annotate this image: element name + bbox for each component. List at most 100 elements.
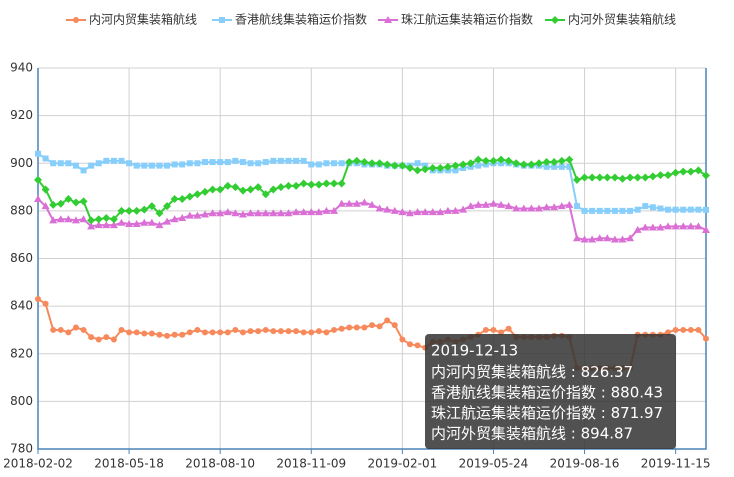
legend-marker xyxy=(219,17,225,23)
y-tick-label: 920 xyxy=(10,108,33,122)
x-tick-label: 2018-05-18 xyxy=(94,457,164,471)
data-point xyxy=(41,202,50,210)
data-point xyxy=(353,324,360,331)
data-point xyxy=(346,324,353,331)
tooltip-sep: : xyxy=(596,404,611,422)
data-point xyxy=(687,206,694,213)
data-point xyxy=(550,158,559,167)
legend-item[interactable]: 内河内贸集装箱航线 xyxy=(66,12,197,27)
data-point xyxy=(322,206,331,214)
data-point xyxy=(224,159,231,166)
data-point xyxy=(627,207,634,214)
data-point xyxy=(209,329,216,336)
data-point xyxy=(421,208,430,216)
data-point xyxy=(428,164,437,173)
y-tick-label: 860 xyxy=(10,251,33,265)
data-point xyxy=(132,219,141,227)
data-point xyxy=(634,206,641,213)
data-point xyxy=(498,329,505,336)
data-point xyxy=(208,185,217,194)
data-point xyxy=(147,218,156,226)
data-point xyxy=(193,211,202,219)
data-point xyxy=(156,162,163,169)
data-point xyxy=(443,206,452,214)
data-point xyxy=(618,235,627,243)
data-point xyxy=(132,206,141,215)
data-point xyxy=(261,190,270,199)
data-point xyxy=(292,181,301,190)
data-point xyxy=(95,160,102,167)
data-point xyxy=(406,341,413,348)
data-point xyxy=(201,187,209,196)
data-point xyxy=(178,194,187,203)
data-point xyxy=(466,159,475,168)
data-point xyxy=(504,156,513,165)
data-point xyxy=(489,199,498,207)
data-point xyxy=(216,209,225,217)
data-point xyxy=(155,209,164,218)
data-point xyxy=(156,331,163,338)
data-point xyxy=(94,221,103,229)
data-point xyxy=(504,202,513,210)
data-point xyxy=(505,325,512,332)
data-point xyxy=(375,159,384,168)
data-point xyxy=(65,160,72,167)
data-point xyxy=(610,235,619,243)
data-point xyxy=(459,205,468,213)
legend-item[interactable]: 香港航线集装箱运价指数 xyxy=(212,12,367,27)
data-point xyxy=(185,211,194,219)
data-point xyxy=(247,328,254,335)
data-point xyxy=(452,167,459,174)
data-point xyxy=(361,324,368,331)
data-point xyxy=(118,326,125,333)
data-point xyxy=(239,329,246,336)
data-point xyxy=(56,199,65,208)
data-point xyxy=(102,221,111,229)
data-point xyxy=(527,160,536,169)
data-point xyxy=(565,200,574,208)
data-point xyxy=(164,162,171,169)
data-point xyxy=(551,163,558,170)
tooltip-box xyxy=(425,334,676,449)
data-point xyxy=(466,202,475,210)
data-point xyxy=(49,216,58,224)
data-point xyxy=(315,161,322,168)
data-point xyxy=(269,209,278,217)
data-point xyxy=(202,329,208,336)
y-tick-label: 800 xyxy=(10,394,33,408)
data-point xyxy=(126,329,133,336)
data-point xyxy=(186,329,193,336)
data-point xyxy=(360,198,369,206)
data-point xyxy=(179,161,186,168)
data-point xyxy=(565,155,574,164)
data-point xyxy=(178,214,187,222)
data-point xyxy=(140,205,149,214)
legend-label: 内河外贸集装箱航线 xyxy=(568,12,676,27)
data-point xyxy=(451,161,460,170)
data-point xyxy=(588,235,597,243)
data-point xyxy=(171,161,178,168)
data-point xyxy=(566,163,573,170)
data-point xyxy=(384,317,391,324)
data-point xyxy=(641,173,650,182)
legend-item[interactable]: 内河外贸集装箱航线 xyxy=(545,12,676,27)
legend-item[interactable]: 珠江航运集装箱运价指数 xyxy=(378,12,533,27)
tooltip-sep: : xyxy=(596,383,611,401)
data-point xyxy=(126,160,133,167)
tooltip-name: 香港航线集装箱运价指数 xyxy=(431,383,596,401)
data-point xyxy=(489,156,498,165)
data-point xyxy=(603,173,612,182)
data-point xyxy=(672,326,679,333)
data-point xyxy=(703,335,709,342)
data-point xyxy=(87,216,96,225)
data-point xyxy=(56,215,65,223)
data-point xyxy=(695,326,702,333)
x-tick-label: 2018-02-02 xyxy=(3,457,73,471)
data-point xyxy=(671,222,680,230)
data-point xyxy=(148,330,155,337)
data-point xyxy=(619,207,626,214)
tooltip-sep: : xyxy=(566,363,581,381)
data-point xyxy=(299,208,308,216)
data-point xyxy=(95,336,102,343)
data-point xyxy=(285,157,292,164)
